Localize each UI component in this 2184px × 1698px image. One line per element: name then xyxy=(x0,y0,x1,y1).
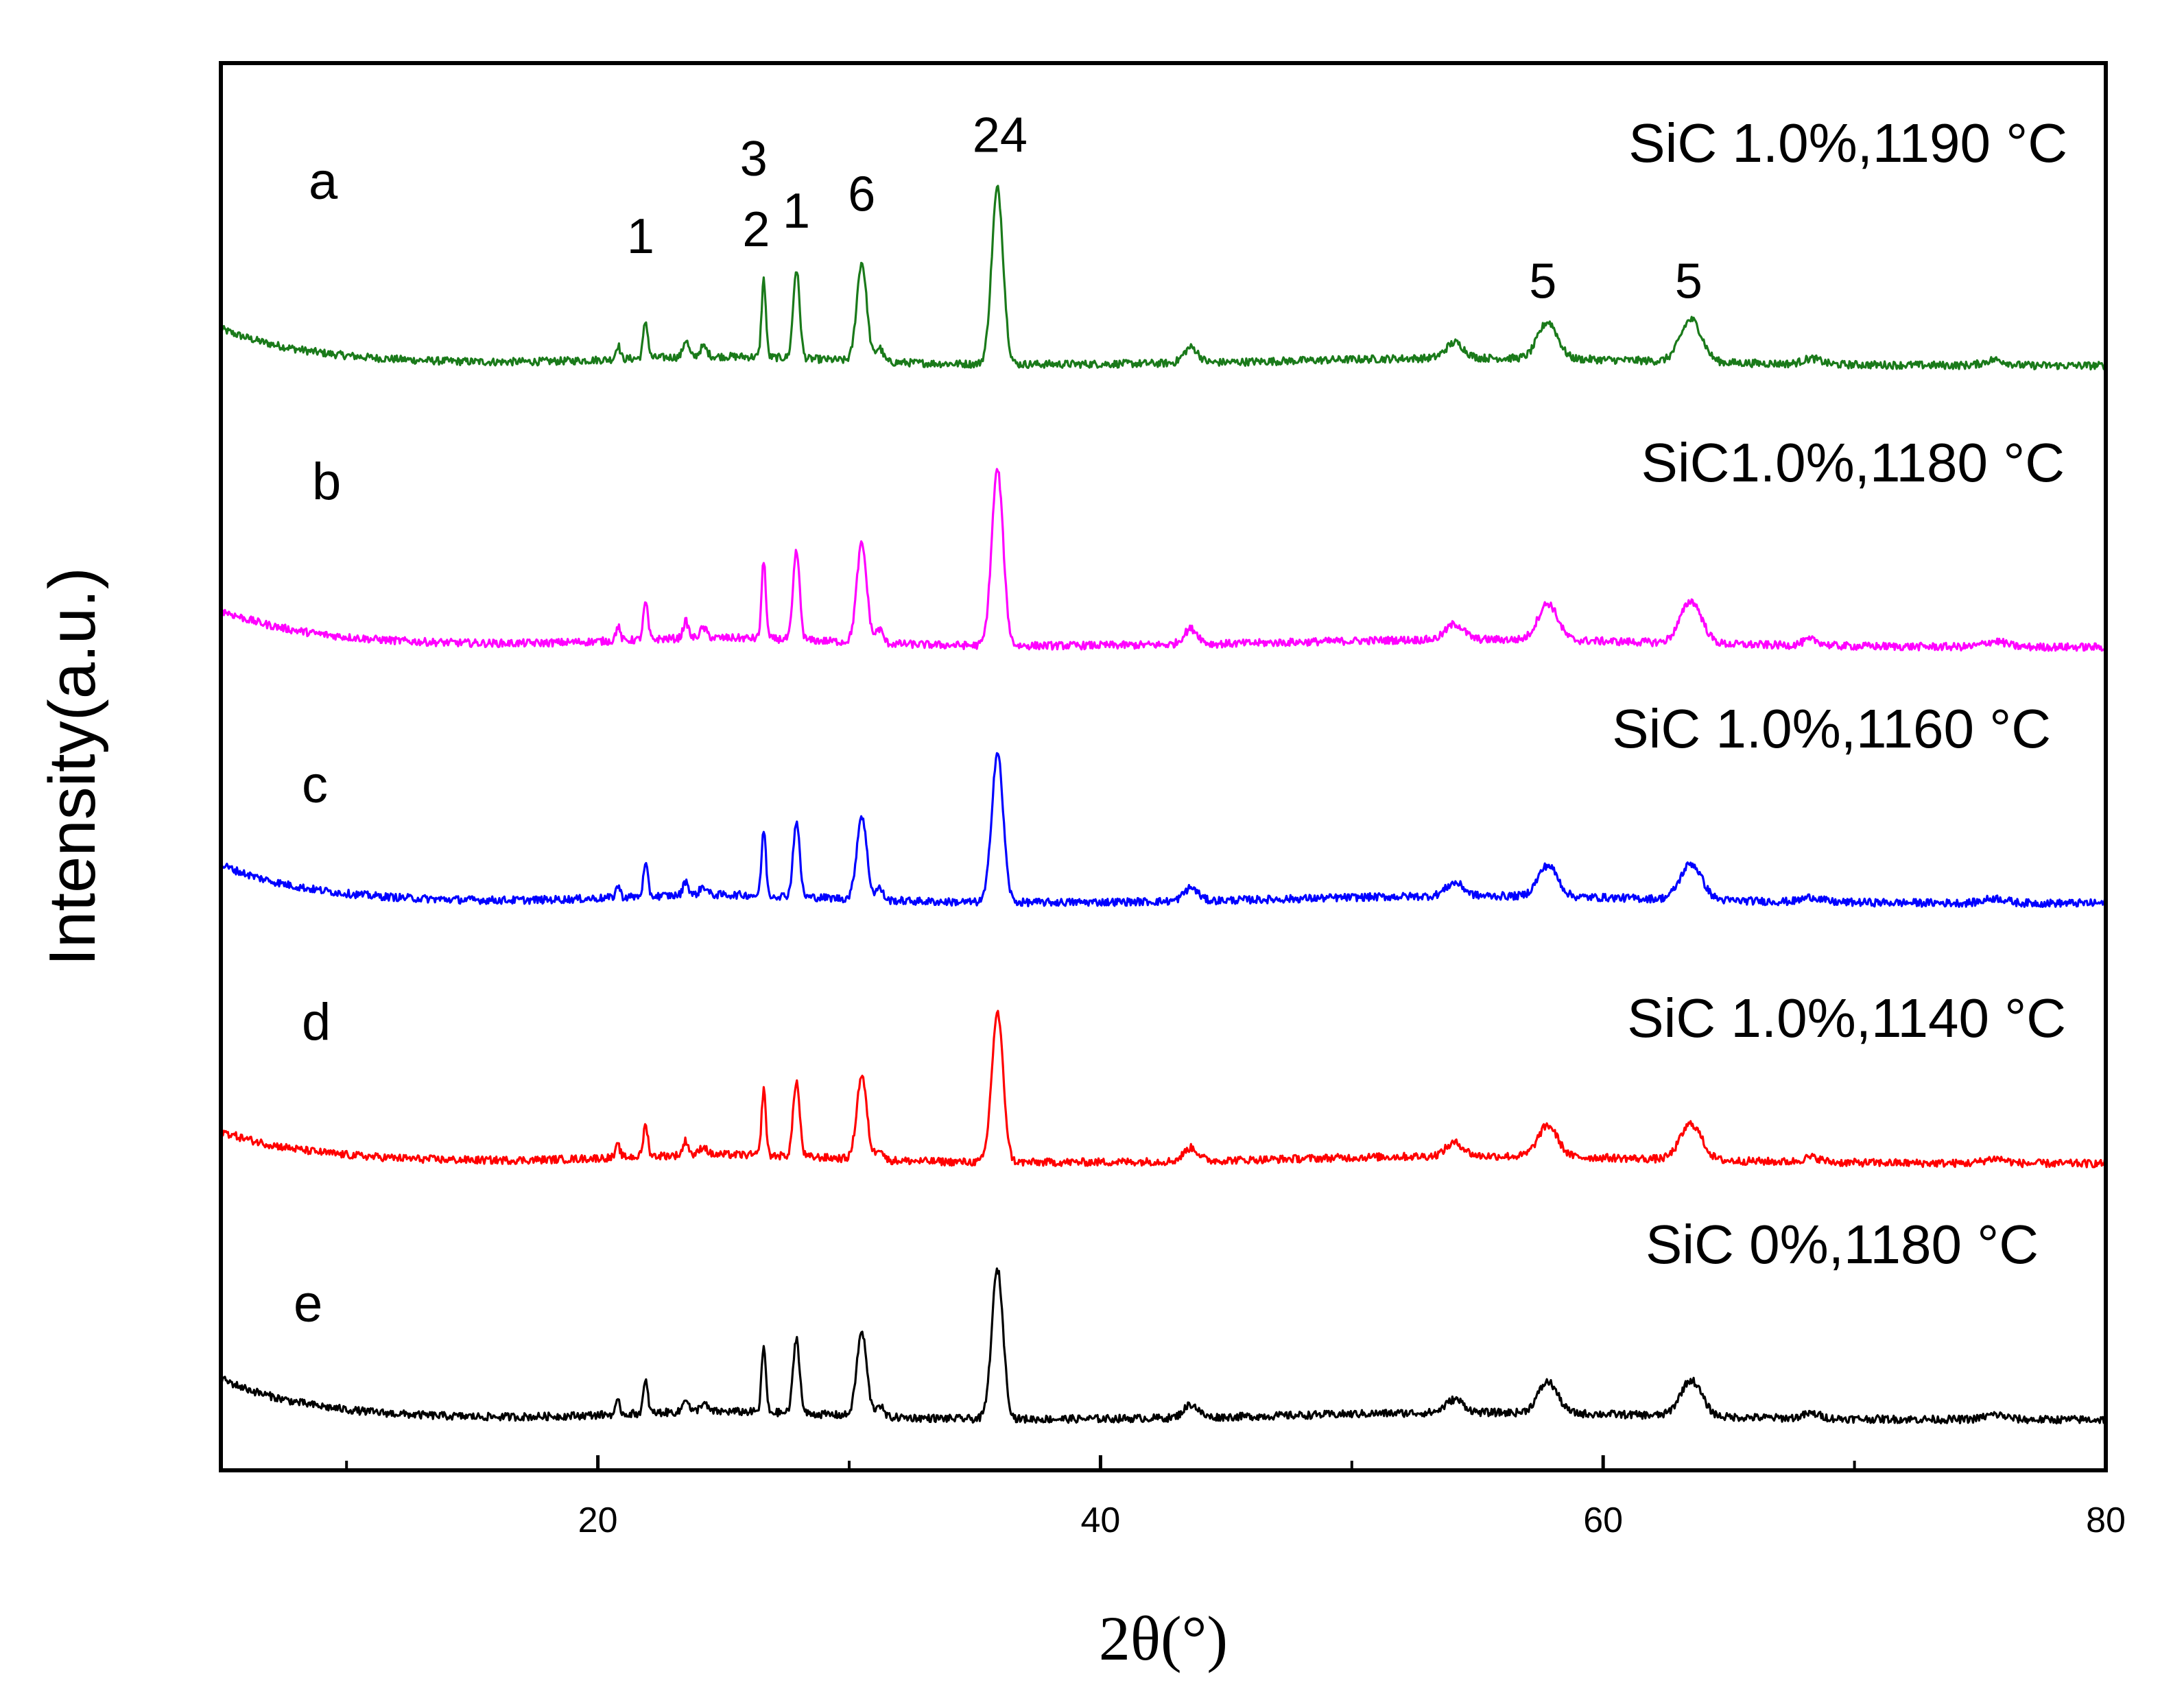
x-tick-label: 60 xyxy=(1583,1500,1623,1540)
peak-annotation: 3 xyxy=(740,132,768,187)
series-letter-c: c xyxy=(302,756,328,814)
series-line-d xyxy=(219,1009,2107,1169)
series-label-c: SiC 1.0%,1160 °C xyxy=(1612,698,2051,759)
series-line-e xyxy=(220,1267,2107,1425)
series-layer xyxy=(219,184,2107,1425)
peak-annotation: 2 xyxy=(742,202,770,257)
plot-frame xyxy=(219,61,2108,1472)
x-tick-label: 80 xyxy=(2086,1500,2126,1540)
series-line-c xyxy=(219,752,2107,908)
peak-annotation: 5 xyxy=(1675,254,1702,309)
y-axis-label: Intensity(a.u.) xyxy=(36,567,109,966)
peak-annotation: 5 xyxy=(1529,254,1556,309)
series-line-a xyxy=(219,184,2107,371)
series-line-b xyxy=(219,468,2106,652)
x-axis-label: 2θ(°) xyxy=(1099,1603,1228,1673)
series-labels: a SiC 1.0%,1190 °C b SiC1.0%,1180 °C c SiC 1.… xyxy=(294,112,2067,1333)
series-label-b: SiC1.0%,1180 °C xyxy=(1641,432,2065,493)
x-ticks: 20 40 60 80 xyxy=(345,1455,2126,1540)
peak-annotation: 1 xyxy=(783,184,810,239)
peak-annotation: 1 xyxy=(627,209,654,264)
series-label-a: SiC 1.0%,1190 °C xyxy=(1628,112,2067,174)
peak-annotation: 6 xyxy=(848,167,875,222)
series-letter-b: b xyxy=(312,453,341,511)
series-letter-d: d xyxy=(302,993,331,1051)
series-label-e: SiC 0%,1180 °C xyxy=(1646,1214,2039,1275)
series-label-d: SiC 1.0%,1140 °C xyxy=(1627,988,2066,1049)
x-tick-label: 40 xyxy=(1080,1500,1120,1540)
peak-annotation: 24 xyxy=(973,108,1028,163)
series-letter-e: e xyxy=(294,1275,322,1333)
series-letter-a: a xyxy=(309,152,338,211)
x-tick-label: 20 xyxy=(578,1500,618,1540)
axes xyxy=(219,61,2108,1472)
